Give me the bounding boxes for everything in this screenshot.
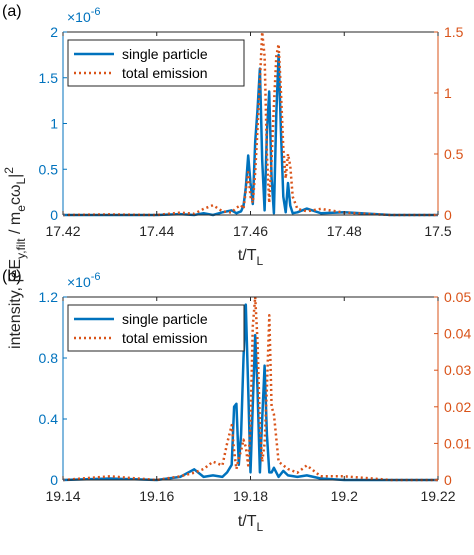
series-line-single-particle <box>63 53 438 217</box>
x-tick-label: 19.22 <box>420 488 455 504</box>
y-right-tick-label: 0.01 <box>444 435 471 451</box>
y-left-tick-label: 0.8 <box>39 350 59 366</box>
y-axis-label-suffix: | <box>7 174 24 178</box>
y-axis-label-mid2: cω <box>7 185 24 206</box>
y-left-multiplier-exponent: -6 <box>91 271 101 283</box>
x-axis-label: t/TL <box>238 513 264 534</box>
legend: single particle total emission <box>67 39 245 87</box>
x-tick-label: 19.18 <box>233 488 268 504</box>
y-left-tick-label: 1.5 <box>39 70 59 86</box>
y-axis-label-sub3: L <box>14 178 28 185</box>
y-right-tick-label: 0.5 <box>444 146 464 162</box>
legend-label: single particle <box>122 46 208 62</box>
x-axis-label-subscript: L <box>256 520 263 534</box>
y-left-multiplier: ×10-6 <box>67 6 101 25</box>
y-right-tick-label: 0.04 <box>444 326 471 342</box>
x-tick-label: 17.44 <box>139 223 174 239</box>
panel-label: (a) <box>2 3 22 20</box>
y-right-tick-label: 0.05 <box>444 289 471 305</box>
y-right-tick-label: 0.02 <box>444 399 471 415</box>
y-left-tick-label: 0.4 <box>39 411 59 427</box>
x-tick-label: 19.14 <box>45 488 80 504</box>
y-right-tick-label: 0 <box>444 207 452 223</box>
y-right-tick-label: 1.5 <box>444 24 464 40</box>
x-tick-label: 19.16 <box>139 488 174 504</box>
y-left-tick-label: 2 <box>50 24 58 40</box>
legend-label: total emission <box>122 330 208 346</box>
panel-b: 19.14 19.16 19.18 19.2 19.2200.40.81.200.010… <box>2 268 471 534</box>
x-axis-label-base: t/T <box>238 247 257 264</box>
legend-label: total emission <box>122 65 208 81</box>
y-left-tick-label: 1.2 <box>39 289 59 305</box>
y-right-tick-label: 0.03 <box>444 362 471 378</box>
x-tick-label: 17.5 <box>424 223 451 239</box>
y-left-tick-label: 0.5 <box>39 161 59 177</box>
series-line-total-emission <box>62 295 438 482</box>
panel-label: (b) <box>2 268 22 285</box>
y-right-tick-label: 1 <box>444 85 452 101</box>
legend: single particle total emission <box>67 304 245 352</box>
y-left-tick-label: 0 <box>50 472 58 488</box>
y-left-multiplier-base: ×10 <box>67 274 91 290</box>
y-axis-label: intensity, |eEy,filt / mecωL|2 <box>2 167 28 349</box>
y-left-multiplier-exponent: -6 <box>91 6 101 18</box>
y-left-tick-label: 0 <box>50 207 58 223</box>
x-tick-label: 17.46 <box>233 223 268 239</box>
legend-label: single particle <box>122 311 208 327</box>
x-tick-label: 19.2 <box>331 488 358 504</box>
y-left-multiplier: ×10-6 <box>67 271 101 290</box>
x-tick-label: 17.48 <box>327 223 362 239</box>
series-line-total-emission <box>62 30 438 217</box>
series-line-single-particle <box>62 303 438 482</box>
x-axis-label-base: t/T <box>238 513 257 530</box>
legend-box <box>67 304 245 352</box>
y-axis-label-sub1: y,filt <box>14 238 28 259</box>
y-right-tick-label: 0 <box>444 472 452 488</box>
x-axis-label: t/TL <box>238 247 264 268</box>
y-left-multiplier-base: ×10 <box>67 9 91 25</box>
y-left-tick-label: 1 <box>50 116 58 132</box>
legend-box <box>67 39 245 87</box>
x-tick-label: 17.42 <box>45 223 80 239</box>
panel-a: 17.42 17.44 17.46 17.48 17.500.511.5200.511.… <box>2 3 464 268</box>
x-axis-label-subscript: L <box>256 254 263 268</box>
y-axis-label-sup: 2 <box>2 167 16 174</box>
y-axis-label-prefix: intensity, |eE <box>7 259 24 349</box>
y-axis-label-mid: / m <box>7 212 24 239</box>
y-axis-label-sub2: e <box>14 205 28 212</box>
